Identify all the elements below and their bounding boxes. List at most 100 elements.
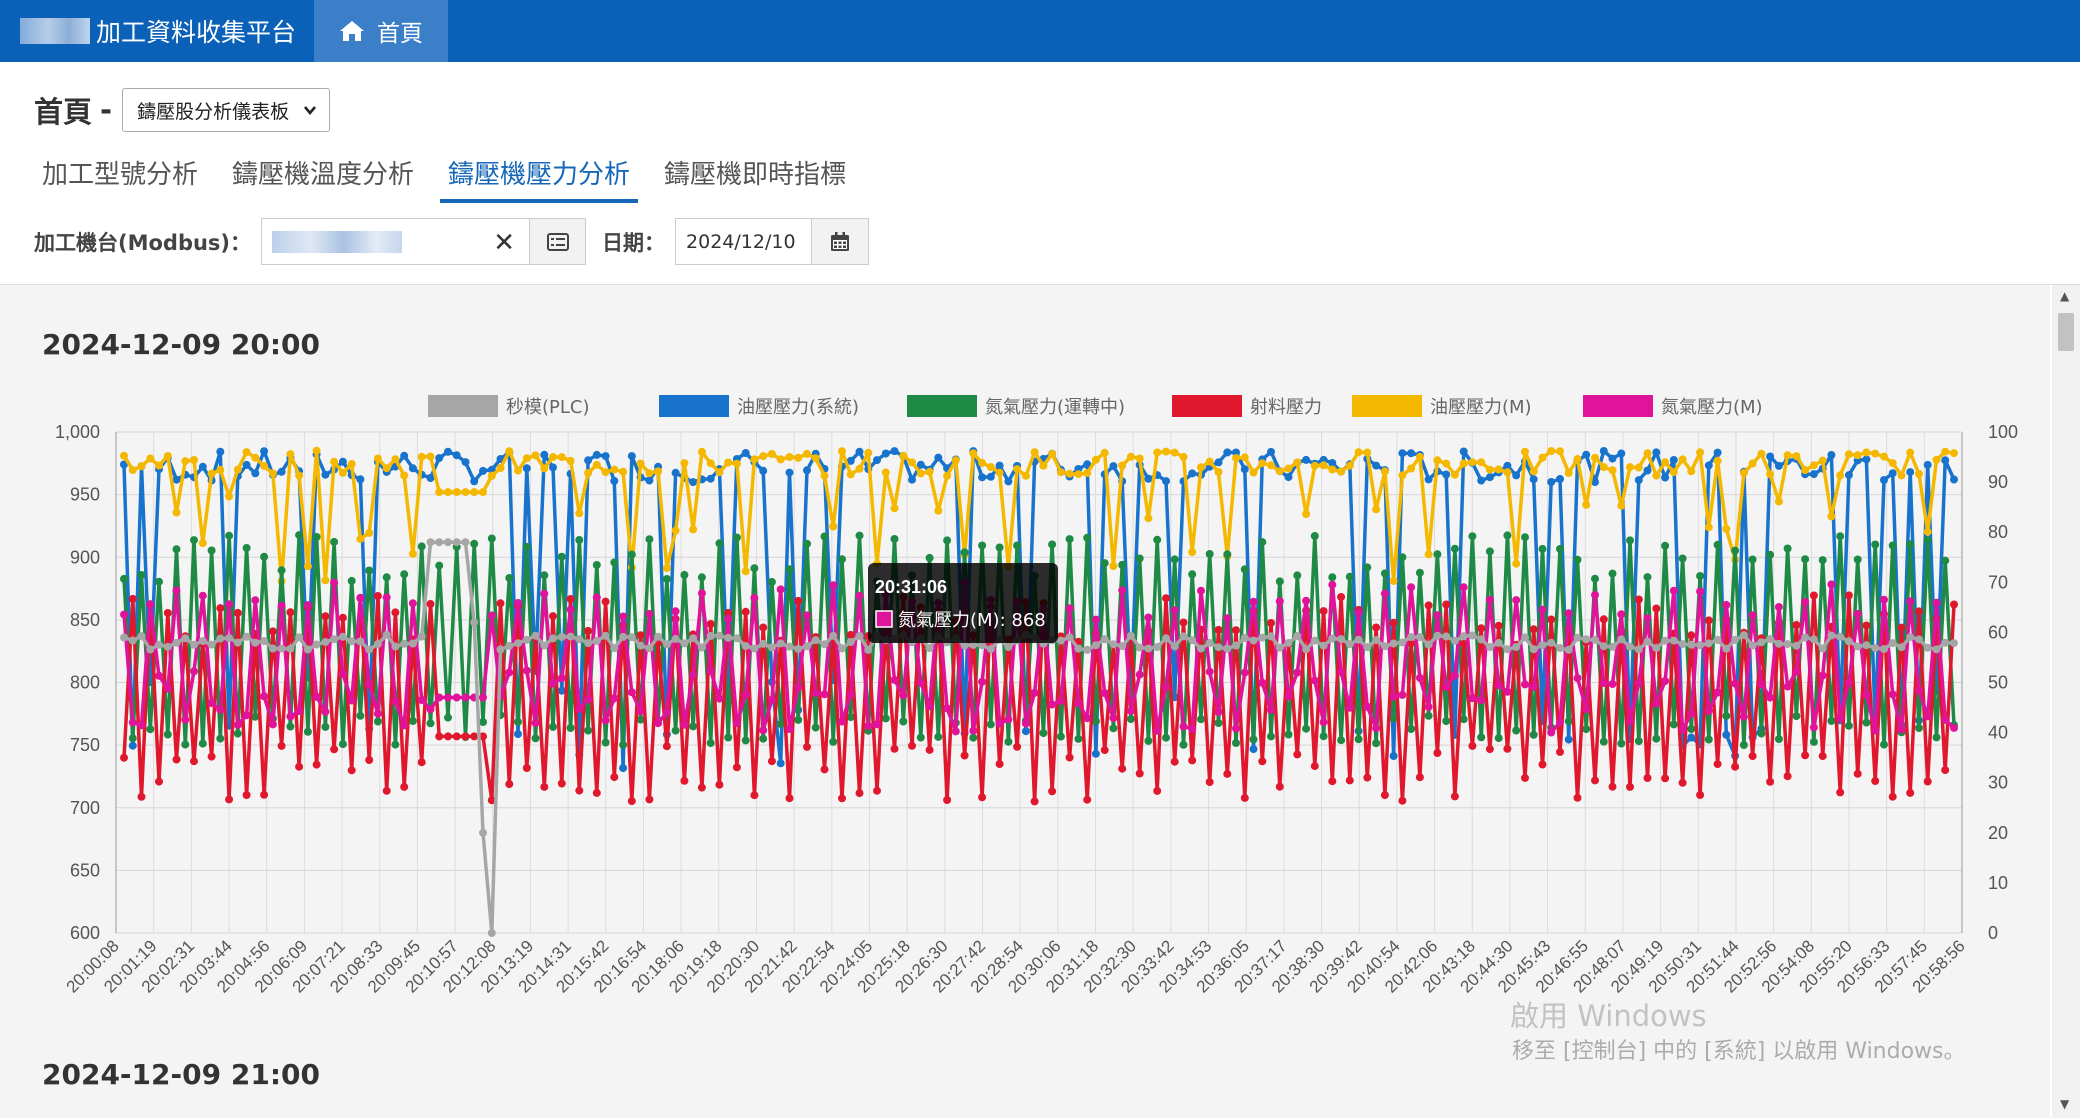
data-point [190, 640, 198, 649]
data-point [155, 671, 163, 680]
data-point [1818, 671, 1827, 680]
data-point [943, 536, 952, 545]
data-point [610, 558, 619, 567]
app-brand[interactable]: 加工資料收集平台 [0, 0, 296, 62]
data-point [225, 634, 234, 643]
data-point [995, 760, 1004, 768]
data-point [207, 546, 216, 555]
data-point [1923, 643, 1932, 652]
date-input[interactable]: 2024/12/10 [675, 218, 813, 265]
data-point [417, 758, 426, 767]
calendar-button[interactable] [812, 218, 870, 265]
data-point [1661, 636, 1670, 645]
data-point [1521, 533, 1529, 542]
data-point [1906, 788, 1915, 797]
data-point [592, 460, 601, 469]
data-point [1109, 714, 1118, 722]
data-point [1328, 459, 1337, 467]
data-point [803, 449, 811, 458]
data-point [1424, 640, 1433, 649]
data-point [925, 745, 934, 754]
data-point [487, 471, 496, 480]
data-point [163, 609, 172, 617]
data-point [1748, 555, 1757, 564]
data-point [908, 458, 916, 467]
data-point [689, 634, 698, 643]
data-point [1477, 733, 1486, 742]
data-point [776, 639, 785, 648]
data-point [1941, 456, 1950, 465]
data-point [1389, 577, 1398, 585]
data-point [1731, 679, 1740, 688]
data-point [1801, 633, 1810, 642]
data-point [338, 457, 347, 466]
tab-pressure-analysis[interactable]: 鑄壓機壓力分析 [440, 154, 639, 203]
tab-model-analysis[interactable]: 加工型號分析 [42, 160, 199, 190]
machine-input[interactable]: ✕ [261, 218, 531, 265]
data-point [1766, 452, 1775, 461]
data-point [1091, 455, 1100, 464]
data-point [575, 786, 584, 795]
data-point [1162, 634, 1170, 643]
pressure-line-chart[interactable]: 600 650 700 750 800 850 900 950 1,000 0 10 20 30 40 50… [0, 285, 2050, 1065]
data-point [838, 447, 846, 456]
data-point [995, 461, 1004, 470]
data-point [1091, 641, 1100, 650]
machine-list-button[interactable] [530, 218, 587, 265]
data-point [1398, 796, 1407, 805]
data-point [1197, 715, 1205, 724]
data-point [1354, 635, 1363, 644]
data-point [1626, 536, 1634, 545]
data-point [496, 464, 505, 472]
data-point [908, 475, 916, 484]
data-point [338, 468, 347, 477]
data-point [1389, 692, 1398, 701]
data-point [1109, 462, 1118, 471]
left-axis-tick: 850 [70, 610, 100, 630]
vertical-scrollbar[interactable]: ▲ ▼ [2052, 285, 2080, 1118]
data-point [1126, 715, 1135, 724]
right-axis-tick: 90 [1988, 472, 2008, 492]
tab-realtime-indicators[interactable]: 鑄壓機即時指標 [664, 160, 847, 190]
clear-icon[interactable]: ✕ [493, 228, 516, 258]
data-point [1757, 638, 1766, 647]
nav-home-tab[interactable]: 首頁 [314, 0, 448, 62]
data-point [1853, 555, 1862, 564]
data-point [216, 634, 225, 643]
data-point [1608, 466, 1617, 475]
data-point [1713, 760, 1722, 769]
data-point [1328, 465, 1337, 474]
data-point [846, 690, 855, 699]
data-point [1100, 746, 1109, 755]
data-point [1818, 644, 1827, 653]
scroll-thumb[interactable] [2058, 313, 2074, 351]
data-point [1950, 475, 1958, 484]
data-point [330, 578, 339, 587]
data-point [1372, 623, 1381, 632]
data-point [1704, 639, 1713, 648]
data-point [1626, 642, 1634, 651]
data-point [1774, 461, 1783, 470]
data-point [1065, 633, 1074, 642]
data-point [1275, 467, 1284, 476]
data-point [1494, 681, 1503, 690]
scroll-up-arrow-icon[interactable]: ▲ [2060, 289, 2070, 303]
data-point [1713, 635, 1722, 644]
dashboard-select[interactable]: 鑄壓股分析儀表板 [122, 88, 331, 132]
tab-temperature-analysis[interactable]: 鑄壓機溫度分析 [232, 160, 415, 190]
data-point [1809, 470, 1818, 479]
data-point [435, 454, 444, 463]
data-point [943, 471, 952, 480]
data-point [706, 632, 715, 640]
scroll-down-arrow-icon[interactable]: ▼ [2060, 1097, 2070, 1111]
data-point [549, 453, 557, 461]
data-point [1328, 634, 1337, 643]
data-point [260, 790, 269, 799]
data-point [838, 555, 846, 564]
data-point [1345, 461, 1354, 470]
windows-watermark-text: 移至 [控制台] 中的 [系統] 以啟用 Windows。 [1512, 1039, 1966, 1064]
data-point [1144, 474, 1153, 483]
data-point [1459, 447, 1468, 456]
data-point [575, 635, 584, 644]
data-point [382, 573, 391, 582]
